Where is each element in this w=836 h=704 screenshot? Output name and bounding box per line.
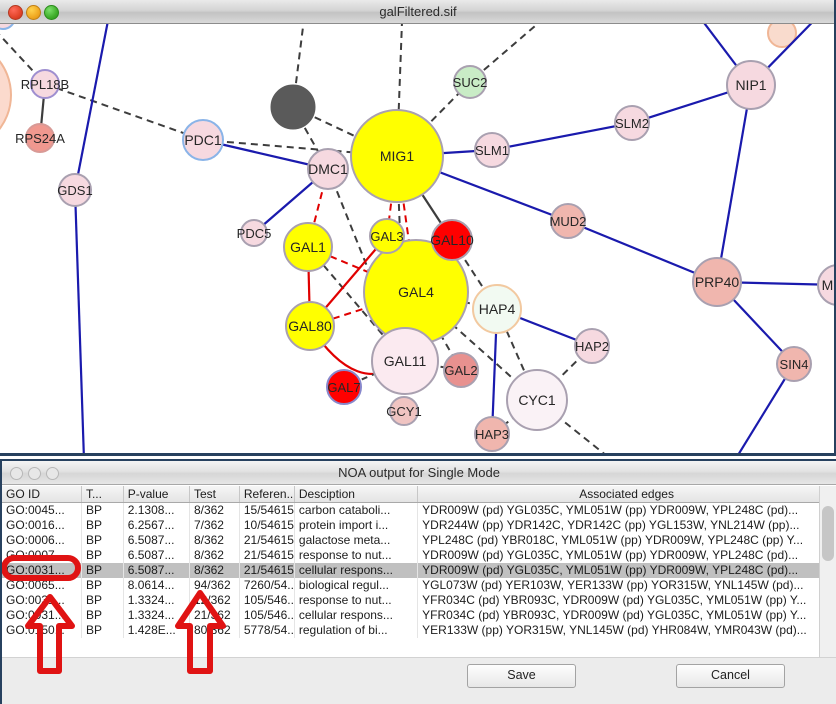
svg-text:SIN4: SIN4 bbox=[780, 357, 809, 372]
svg-text:PDC1: PDC1 bbox=[184, 132, 222, 148]
svg-text:GAL80: GAL80 bbox=[288, 318, 332, 334]
svg-text:GAL2: GAL2 bbox=[444, 363, 477, 378]
svg-text:MUD2: MUD2 bbox=[550, 214, 587, 229]
svg-text:SUC2: SUC2 bbox=[453, 75, 488, 90]
svg-text:SLM2: SLM2 bbox=[615, 116, 649, 131]
svg-text:RPS24A: RPS24A bbox=[15, 131, 65, 146]
svg-text:RPL18B: RPL18B bbox=[21, 77, 69, 92]
svg-text:GAL3: GAL3 bbox=[370, 229, 403, 244]
svg-text:HAP2: HAP2 bbox=[575, 339, 609, 354]
svg-text:GAL7: GAL7 bbox=[327, 380, 360, 395]
svg-text:NIP1: NIP1 bbox=[735, 77, 766, 93]
svg-text:DMC1: DMC1 bbox=[308, 161, 348, 177]
svg-text:CYC1: CYC1 bbox=[518, 392, 556, 408]
svg-text:GAL10: GAL10 bbox=[430, 232, 474, 248]
svg-text:SLM1: SLM1 bbox=[475, 143, 509, 158]
svg-text:GAL4: GAL4 bbox=[398, 284, 434, 300]
svg-text:HAP4: HAP4 bbox=[479, 301, 516, 317]
svg-text:MSI1: MSI1 bbox=[822, 277, 836, 293]
svg-text:GAL11: GAL11 bbox=[384, 353, 427, 369]
svg-text:PRP40: PRP40 bbox=[695, 274, 740, 290]
svg-text:HAP3: HAP3 bbox=[475, 427, 509, 442]
svg-text:GDS1: GDS1 bbox=[57, 183, 92, 198]
svg-text:GCY1: GCY1 bbox=[386, 404, 421, 419]
svg-text:MIG1: MIG1 bbox=[380, 148, 414, 164]
svg-text:GAL1: GAL1 bbox=[290, 239, 326, 255]
svg-text:PDC5: PDC5 bbox=[237, 226, 272, 241]
